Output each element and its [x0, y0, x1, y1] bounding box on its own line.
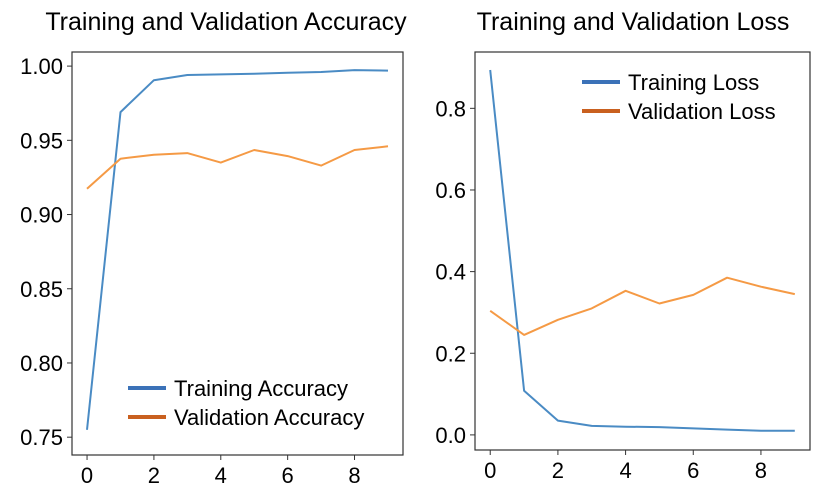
- y-tick-label: 0.75: [20, 425, 63, 450]
- legend-label: Training Accuracy: [174, 376, 348, 401]
- accuracy-chart: Training and Validation Accuracy 0.75 0.8…: [20, 8, 407, 488]
- x-tick-label: 6: [282, 463, 294, 488]
- chart-title: Training and Validation Accuracy: [45, 8, 407, 36]
- series-line-validation-accuracy: [86, 145, 389, 190]
- loss-chart: Training and Validation Loss 0.0 0.2 0.4 0.…: [435, 8, 811, 483]
- plot-area: [474, 51, 811, 451]
- y-tick-label: 0.0: [435, 423, 466, 448]
- series-line-validation-loss: [489, 276, 796, 336]
- legend-label: Validation Accuracy: [174, 405, 364, 430]
- y-tick-label: 0.8: [435, 96, 466, 121]
- x-tick-label: 0: [81, 463, 93, 488]
- y-tick-label: 0.85: [20, 277, 63, 302]
- x-tick-label: 4: [619, 458, 631, 483]
- x-tick-label: 2: [552, 458, 564, 483]
- y-tick-label: 1.00: [20, 54, 63, 79]
- y-tick-label: 0.95: [20, 128, 63, 153]
- legend-label: Training Loss: [628, 70, 759, 95]
- x-tick-label: 8: [348, 463, 360, 488]
- series-line-training-accuracy: [86, 69, 389, 430]
- x-tick-label: 6: [687, 458, 699, 483]
- y-tick-label: 0.80: [20, 351, 63, 376]
- x-tick-label: 2: [148, 463, 160, 488]
- y-tick-label: 0.90: [20, 203, 63, 228]
- plot-area: [71, 51, 404, 456]
- series-line-training-loss: [489, 69, 795, 432]
- chart-title: Training and Validation Loss: [477, 8, 790, 36]
- y-tick-label: 0.2: [435, 341, 466, 366]
- y-tick-label: 0.4: [435, 260, 466, 285]
- x-tick-label: 8: [755, 458, 767, 483]
- x-tick-label: 4: [215, 463, 227, 488]
- x-tick-label: 0: [484, 458, 496, 483]
- y-tick-label: 0.6: [435, 178, 466, 203]
- legend-label: Validation Loss: [628, 99, 776, 124]
